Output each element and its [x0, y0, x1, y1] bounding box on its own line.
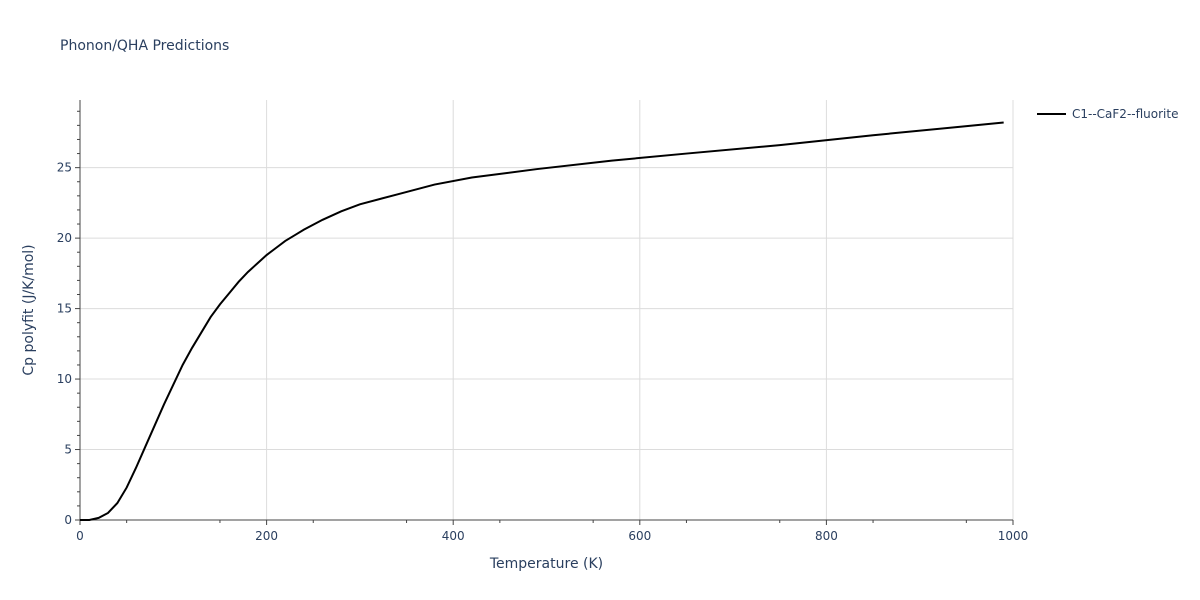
legend-label: C1--CaF2--fluorite — [1072, 107, 1178, 121]
axes — [79, 100, 1013, 521]
y-tick-label: 20 — [57, 231, 72, 245]
x-tick-label: 200 — [255, 529, 278, 543]
series-line — [80, 121, 1004, 521]
y-axis-title: Cp polyfit (J/K/mol) — [21, 244, 37, 375]
grid — [80, 100, 1014, 520]
x-tick-label: 1000 — [998, 529, 1029, 543]
y-tick-label: 25 — [57, 161, 72, 175]
x-tick-label: 0 — [76, 529, 84, 543]
x-tick-label: 400 — [442, 529, 465, 543]
plot-area — [80, 121, 1004, 521]
legend[interactable]: C1--CaF2--fluorite — [1037, 107, 1178, 121]
ticks: 0 200 400 600 800 1000 0 5 10 15 20 25 — [57, 110, 1029, 543]
x-tick-label: 800 — [815, 529, 838, 543]
chart-title: Phonon/QHA Predictions — [60, 38, 229, 54]
x-axis-title: Temperature (K) — [489, 556, 603, 572]
y-tick-label: 5 — [64, 443, 72, 457]
x-tick-label: 600 — [628, 529, 651, 543]
y-tick-label: 15 — [57, 302, 72, 316]
y-tick-label: 10 — [57, 372, 72, 386]
y-tick-label: 0 — [64, 513, 72, 527]
